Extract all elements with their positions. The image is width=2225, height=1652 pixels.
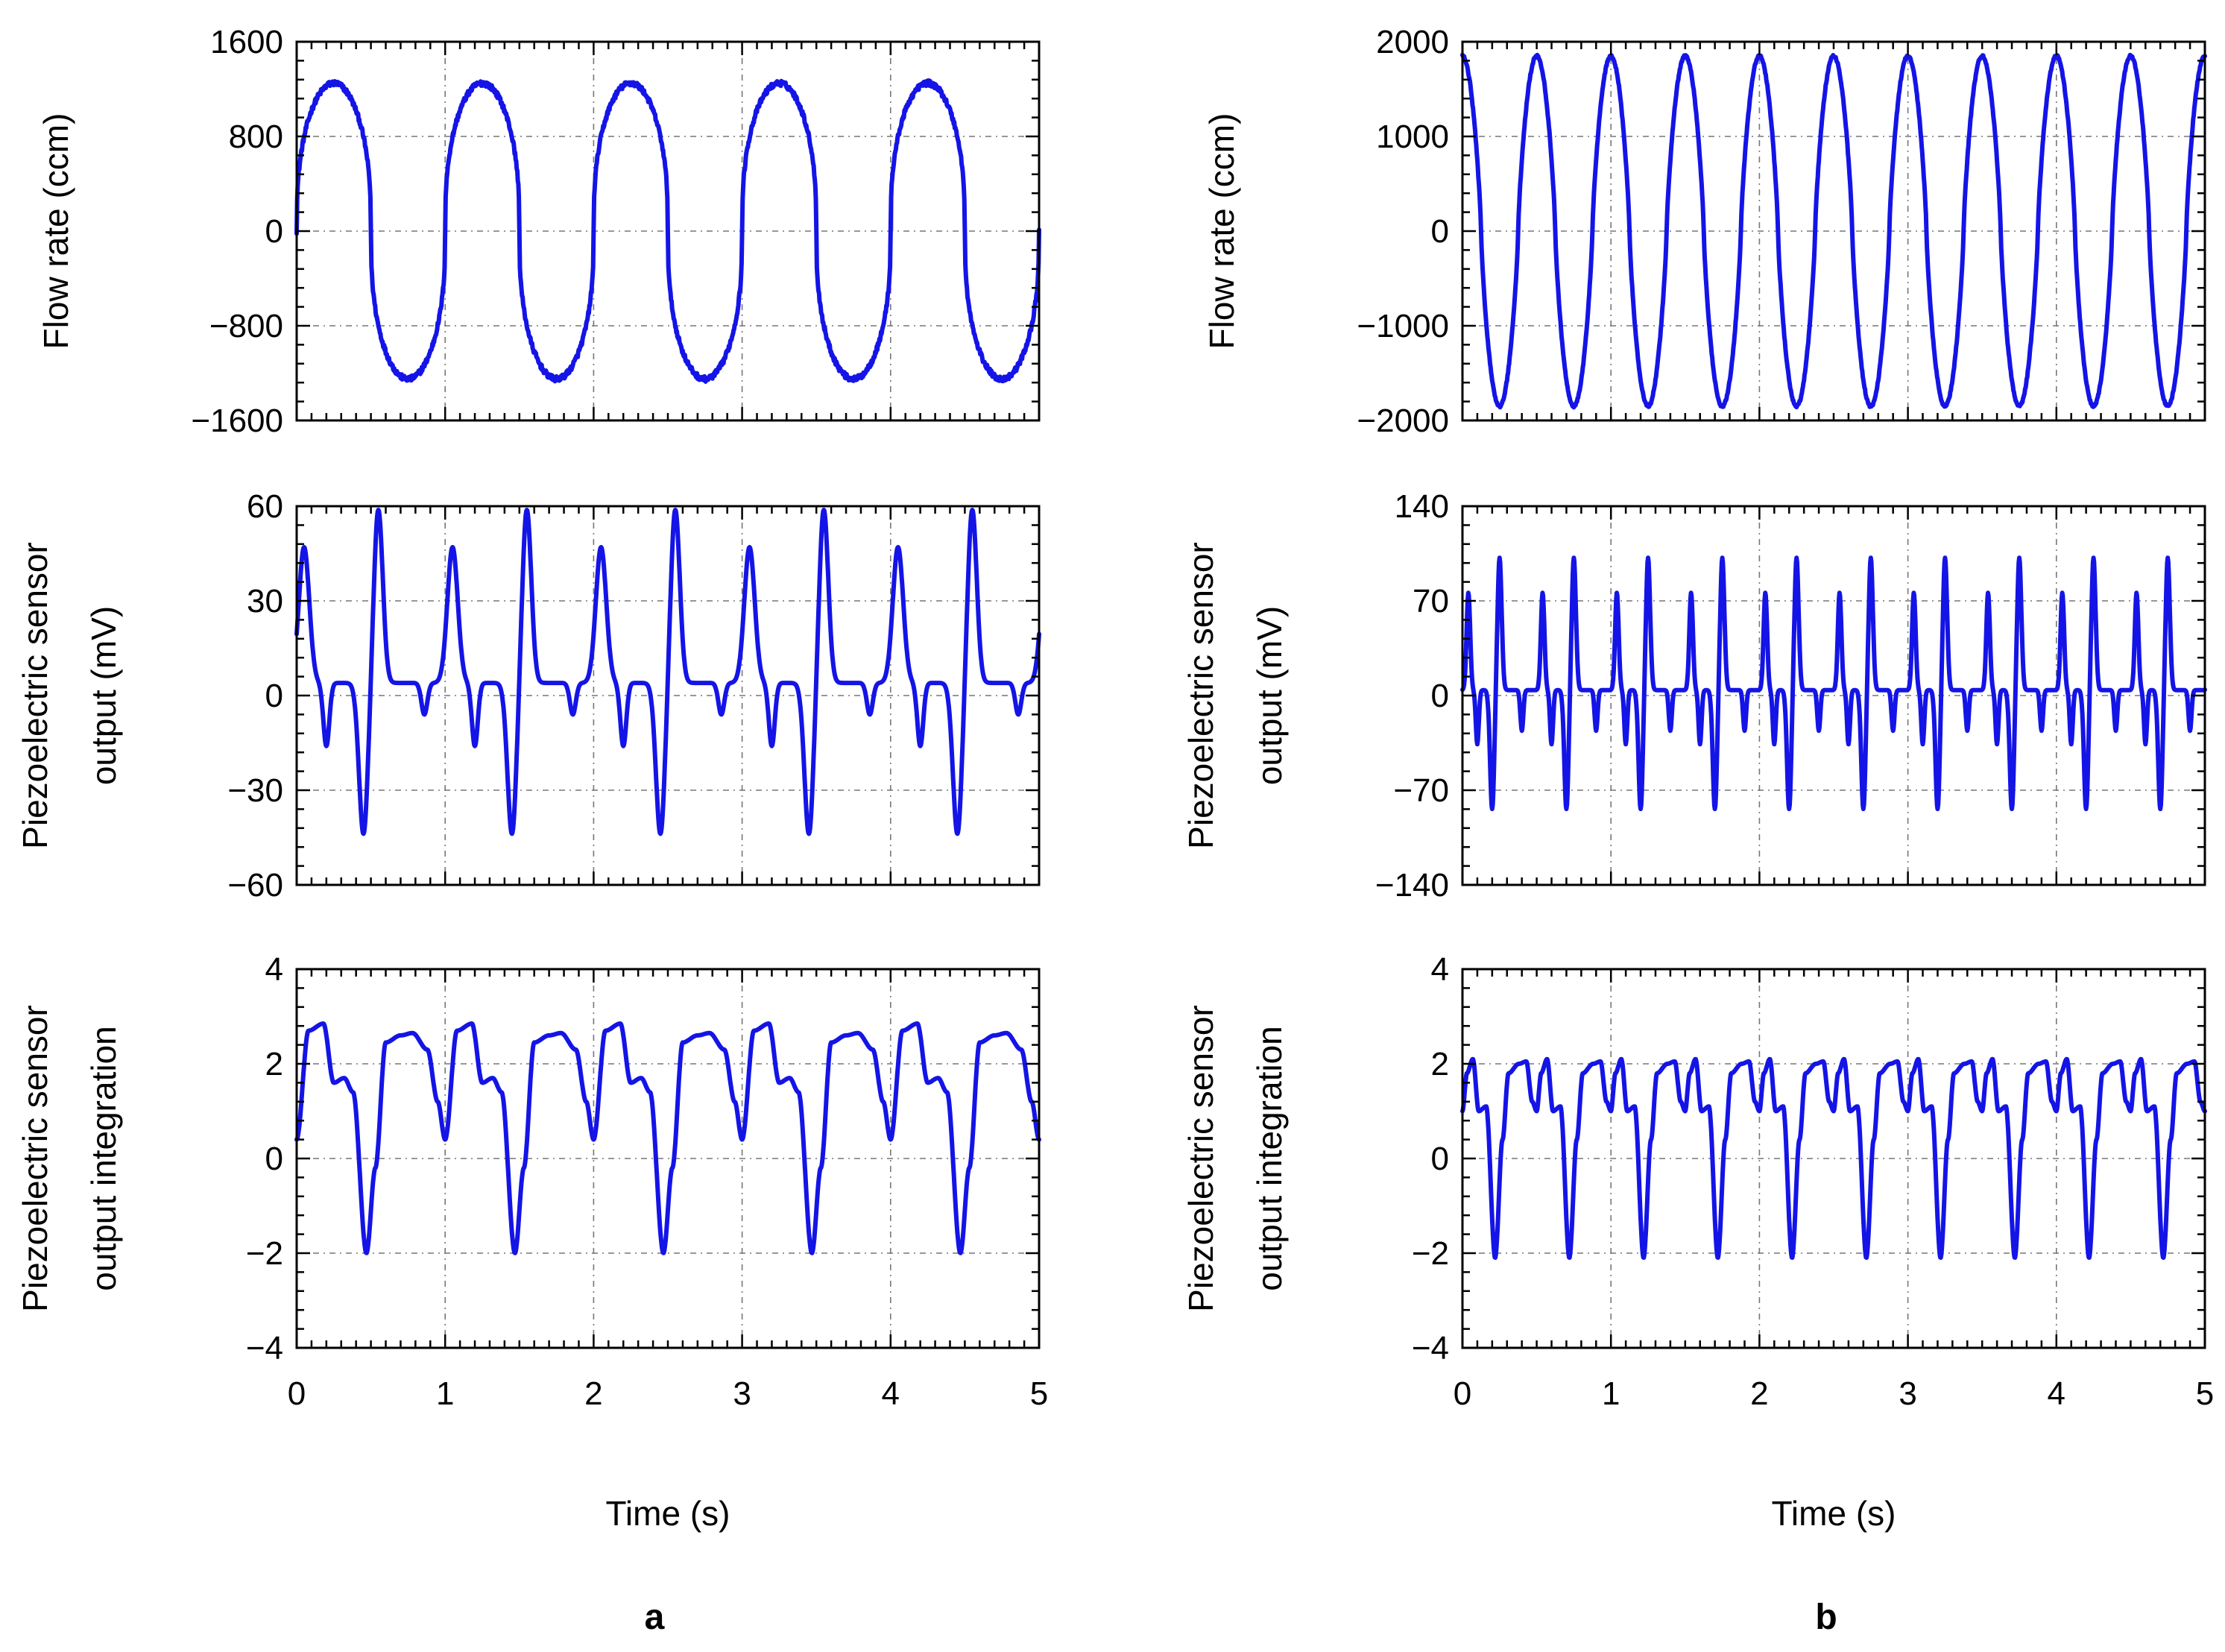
y-tick-label: 4 — [1431, 951, 1449, 988]
y-tick-label: −4 — [246, 1330, 283, 1366]
shaded-inhalation-area — [824, 168, 894, 231]
series-line — [1460, 52, 2207, 410]
y-tick-label: 0 — [265, 1141, 283, 1177]
x-tick-label: 5 — [2196, 1375, 2214, 1412]
y-tick-label: −2000 — [1357, 403, 1449, 439]
y-tick-label: 2 — [265, 1046, 283, 1082]
y-tick-label: 70 — [1413, 583, 1449, 620]
y-tick-label: −60 — [227, 867, 283, 904]
y-tick-label: −30 — [227, 772, 283, 809]
y-axis-title: output integration — [1250, 1026, 1289, 1291]
y-tick-label: 140 — [1395, 488, 1449, 525]
y-tick-label: −1000 — [1357, 308, 1449, 344]
series-line — [1460, 1056, 2207, 1260]
y-tick-label: 0 — [1431, 1141, 1449, 1177]
y-tick-label: −4 — [1412, 1330, 1449, 1366]
y-tick-label: −70 — [1393, 772, 1449, 809]
y-axis-title: Piezoelectric sensor — [1181, 542, 1220, 849]
x-axis-title: Time (s) — [1772, 1494, 1896, 1533]
x-tick-label: 2 — [584, 1375, 602, 1412]
y-tick-label: 0 — [265, 678, 283, 714]
y-tick-label: 1000 — [1376, 119, 1449, 155]
x-tick-label: 0 — [1454, 1375, 1471, 1412]
x-tick-label: 4 — [2048, 1375, 2065, 1412]
y-tick-label: 0 — [1431, 213, 1449, 250]
y-axis-title: Flow rate (ccm) — [1202, 113, 1241, 350]
y-tick-label: −2 — [1412, 1235, 1449, 1272]
y-tick-label: 2000 — [1376, 24, 1449, 60]
x-axis-title: Time (s) — [606, 1494, 730, 1533]
x-tick-label: 1 — [436, 1375, 454, 1412]
y-axis-title: Flow rate (ccm) — [37, 113, 75, 350]
y-tick-label: 1600 — [210, 24, 283, 60]
y-tick-label: −2 — [246, 1235, 283, 1272]
x-tick-label: 0 — [288, 1375, 306, 1412]
y-tick-label: 2 — [1431, 1046, 1449, 1082]
y-axis-title: output (mV) — [84, 606, 123, 785]
y-tick-label: 0 — [265, 213, 283, 250]
panel-label-b: b — [1815, 1598, 1837, 1637]
panel-a-piezo-chart: −60 −30 0 30 60 Piezoelectric sensor output (m… — [16, 488, 1041, 904]
y-axis-title: Piezoelectric sensor — [16, 542, 54, 849]
panel-a-flow-chart: −1600 −800 0 800 1600 Flow rate (ccm) — [37, 24, 1041, 439]
y-tick-label: 800 — [229, 119, 283, 155]
y-axis-title: Piezoelectric sensor — [16, 1005, 54, 1312]
y-axis-title: Piezoelectric sensor — [1181, 1005, 1220, 1312]
panel-b-integration-chart: −4 −2 0 2 4 0 1 2 3 4 5 Time (s) Piezoelectric senso… — [1181, 951, 2214, 1533]
x-tick-label: 2 — [1750, 1375, 1768, 1412]
y-tick-label: −1600 — [191, 403, 283, 439]
y-tick-label: 30 — [247, 583, 283, 620]
x-tick-label: 3 — [1899, 1375, 1916, 1412]
panel-a-integration-chart: −4 −2 0 2 4 0 1 2 3 4 5 Time (s) Piezoelectric senso… — [16, 951, 1048, 1533]
series-line — [294, 1021, 1041, 1255]
x-tick-label: 3 — [733, 1375, 751, 1412]
panel-label-a: a — [645, 1598, 665, 1637]
series-line — [294, 78, 1041, 384]
panel-b-piezo-chart: −140 −70 0 70 140 Piezoelectric sensor output … — [1181, 488, 2207, 904]
y-tick-label: −800 — [209, 308, 283, 344]
x-tick-label: 5 — [1030, 1375, 1048, 1412]
panel-b-flow-chart: −2000 −1000 0 1000 2000 Flow rate (ccm) — [1202, 24, 2207, 439]
y-axis-title: output (mV) — [1250, 606, 1289, 785]
y-tick-label: 60 — [247, 488, 283, 525]
x-tick-label: 1 — [1602, 1375, 1620, 1412]
y-tick-label: −140 — [1375, 867, 1449, 904]
y-axis-title: output integration — [84, 1026, 123, 1291]
x-tick-label: 4 — [882, 1375, 900, 1412]
series-line — [1460, 555, 2207, 812]
y-tick-label: 0 — [1431, 678, 1449, 714]
y-tick-label: 4 — [265, 951, 283, 988]
series-line — [294, 508, 1041, 836]
